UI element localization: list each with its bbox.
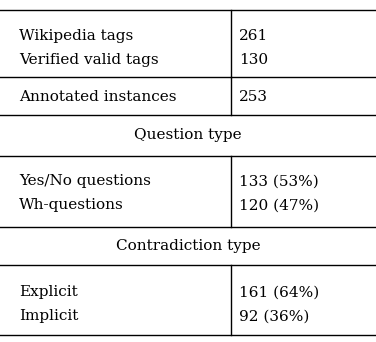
Text: Contradiction type: Contradiction type bbox=[116, 239, 260, 253]
Text: 92 (36%): 92 (36%) bbox=[239, 310, 309, 323]
Text: Verified valid tags: Verified valid tags bbox=[19, 53, 158, 67]
Text: Annotated instances: Annotated instances bbox=[19, 91, 176, 104]
Text: 161 (64%): 161 (64%) bbox=[239, 286, 319, 299]
Text: Yes/No questions: Yes/No questions bbox=[19, 174, 151, 188]
Text: 120 (47%): 120 (47%) bbox=[239, 198, 319, 212]
Text: Explicit: Explicit bbox=[19, 286, 77, 299]
Text: Wh-questions: Wh-questions bbox=[19, 198, 124, 212]
Text: Implicit: Implicit bbox=[19, 310, 78, 323]
Text: 253: 253 bbox=[239, 91, 268, 104]
Text: Question type: Question type bbox=[134, 128, 242, 142]
Text: Wikipedia tags: Wikipedia tags bbox=[19, 29, 133, 43]
Text: 261: 261 bbox=[239, 29, 268, 43]
Text: 130: 130 bbox=[239, 53, 268, 67]
Text: 133 (53%): 133 (53%) bbox=[239, 174, 318, 188]
